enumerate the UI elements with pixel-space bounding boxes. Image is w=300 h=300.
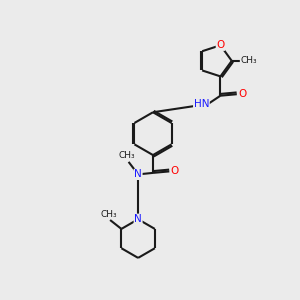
Text: CH₃: CH₃ <box>100 210 117 219</box>
Text: N: N <box>134 214 142 224</box>
Text: O: O <box>238 89 246 99</box>
Text: O: O <box>216 40 225 50</box>
Text: N: N <box>134 169 142 179</box>
Text: O: O <box>170 167 179 176</box>
Text: CH₃: CH₃ <box>240 56 257 65</box>
Text: HN: HN <box>194 99 209 109</box>
Text: CH₃: CH₃ <box>119 151 135 160</box>
